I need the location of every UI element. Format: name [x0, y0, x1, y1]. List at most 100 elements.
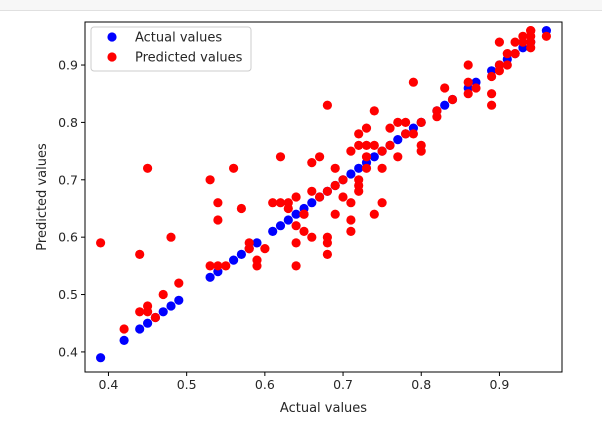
data-point [541, 31, 552, 41]
data-point [322, 186, 332, 196]
data-point [369, 209, 379, 219]
data-point [377, 198, 387, 208]
x-axis-ticks: 0.4 0.5 0.6 0.7 0.8 0.9 [99, 372, 509, 392]
data-point [205, 175, 215, 185]
data-point [229, 163, 239, 173]
y-tick-label: 0.9 [58, 58, 78, 73]
data-point [283, 215, 293, 225]
notebook-output-topbar [0, 0, 602, 11]
data-point [330, 180, 340, 191]
data-point [322, 232, 332, 242]
data-point [346, 198, 356, 208]
y-tick-label: 0.8 [58, 115, 78, 130]
data-point [229, 255, 239, 265]
data-point [463, 60, 473, 70]
data-point [244, 244, 254, 254]
data-point [158, 289, 168, 300]
data-point [205, 261, 215, 271]
data-point [361, 123, 372, 133]
plot-area-frame [84, 21, 563, 373]
data-point [252, 261, 262, 271]
data-point [361, 140, 372, 150]
legend: Actual values Predicted values [90, 26, 252, 72]
data-point [307, 158, 317, 168]
data-point [369, 152, 379, 162]
data-point [494, 66, 504, 76]
data-point [487, 100, 497, 110]
data-point [174, 295, 184, 305]
data-point [471, 83, 481, 93]
data-point [252, 238, 262, 248]
data-point [385, 140, 395, 150]
data-point [494, 37, 504, 47]
data-point [158, 307, 168, 317]
data-point [377, 146, 387, 156]
legend-marker-predicted [107, 52, 117, 62]
series-actual-values [96, 26, 552, 363]
legend-marker-actual [107, 32, 117, 42]
data-point [416, 117, 426, 127]
data-point [275, 152, 286, 162]
data-point [361, 163, 372, 173]
data-point [213, 215, 223, 225]
data-point [221, 261, 231, 271]
data-point [401, 117, 411, 127]
data-point [143, 307, 153, 317]
legend-label-predicted: Predicted values [135, 51, 243, 66]
y-tick-label: 0.5 [58, 287, 78, 302]
data-point [354, 140, 364, 150]
data-point [205, 272, 215, 282]
data-point [518, 37, 528, 47]
x-tick-label: 0.6 [255, 377, 275, 392]
data-point [447, 94, 458, 105]
y-axis-label: Predicted values [35, 143, 50, 251]
data-point [393, 117, 403, 127]
data-point [346, 146, 356, 156]
data-point [166, 232, 176, 242]
x-tick-label: 0.9 [489, 377, 509, 392]
data-point [119, 335, 129, 345]
data-point [487, 89, 497, 99]
data-point [268, 226, 278, 236]
data-point [526, 43, 536, 53]
data-point [510, 37, 520, 47]
data-point [502, 49, 512, 59]
data-point [440, 100, 450, 110]
data-point [275, 198, 286, 208]
data-point [315, 152, 325, 162]
y-tick-label: 0.4 [58, 344, 78, 359]
data-point [299, 226, 309, 236]
data-point [96, 238, 106, 248]
data-point [275, 221, 286, 231]
data-point [432, 106, 442, 116]
data-point [307, 232, 317, 242]
data-point [291, 192, 301, 202]
data-point [330, 163, 340, 173]
data-point [322, 100, 332, 110]
data-point [174, 278, 184, 288]
data-point [307, 198, 317, 208]
data-point [354, 129, 364, 139]
data-point [96, 353, 106, 363]
data-point [385, 123, 395, 133]
data-point [135, 249, 145, 259]
data-point [463, 77, 473, 87]
legend-label-actual: Actual values [135, 31, 222, 46]
data-point [354, 186, 364, 196]
data-point [236, 249, 246, 259]
data-point [401, 129, 411, 139]
data-point [346, 215, 356, 225]
data-point [143, 318, 153, 328]
data-point [150, 312, 160, 323]
data-point [354, 163, 364, 173]
data-point [283, 198, 293, 208]
data-point [408, 129, 418, 139]
data-point [307, 186, 317, 196]
data-point [526, 26, 536, 36]
data-point [291, 238, 301, 248]
data-point [377, 163, 387, 173]
data-point [463, 89, 473, 99]
x-tick-label: 0.8 [411, 377, 431, 392]
data-point [119, 324, 129, 334]
data-point [213, 261, 223, 271]
